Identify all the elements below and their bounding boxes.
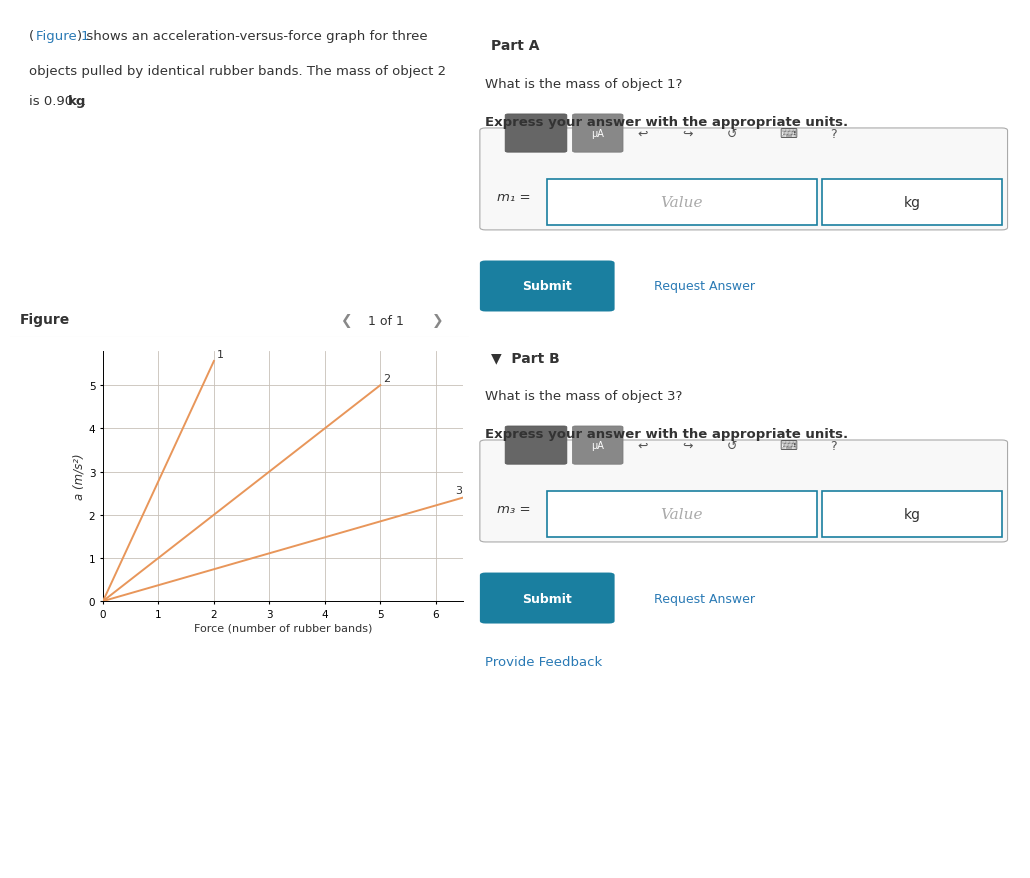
Text: What is the mass of object 1?: What is the mass of object 1? [485, 78, 683, 90]
Text: ↩: ↩ [638, 127, 648, 140]
Text: ?: ? [830, 127, 836, 140]
FancyBboxPatch shape [505, 427, 566, 464]
Text: ❯: ❯ [432, 314, 444, 328]
FancyBboxPatch shape [573, 427, 623, 464]
Text: kg: kg [903, 196, 921, 210]
Text: ↺: ↺ [727, 439, 737, 452]
Text: Figure 1: Figure 1 [35, 31, 89, 43]
Text: .: . [81, 96, 85, 108]
Text: μA: μA [591, 129, 605, 139]
Text: 1: 1 [216, 349, 224, 360]
Text: ↩: ↩ [638, 439, 648, 452]
Text: ) shows an acceleration-versus-force graph for three: ) shows an acceleration-versus-force gra… [77, 31, 427, 43]
Text: μA: μA [591, 441, 605, 450]
Text: kg: kg [903, 507, 921, 522]
Text: ↪: ↪ [682, 439, 693, 452]
Text: Express your answer with the appropriate units.: Express your answer with the appropriate… [485, 428, 849, 441]
Text: is 0.90: is 0.90 [29, 96, 77, 108]
FancyBboxPatch shape [822, 492, 1002, 537]
Text: m₁ =: m₁ = [496, 191, 530, 204]
FancyBboxPatch shape [480, 129, 1007, 231]
FancyBboxPatch shape [480, 441, 1007, 543]
Text: Submit: Submit [522, 280, 572, 293]
Text: What is the mass of object 3?: What is the mass of object 3? [485, 390, 683, 402]
Text: (: ( [29, 31, 34, 43]
FancyBboxPatch shape [505, 115, 566, 153]
Text: kg: kg [68, 96, 85, 108]
Text: ❮: ❮ [340, 314, 352, 328]
Text: Value: Value [660, 196, 703, 210]
FancyBboxPatch shape [480, 572, 615, 623]
Text: 1 of 1: 1 of 1 [368, 314, 404, 327]
Text: ↪: ↪ [682, 127, 693, 140]
FancyBboxPatch shape [573, 115, 623, 153]
FancyBboxPatch shape [547, 492, 817, 537]
Text: objects pulled by identical rubber bands. The mass of object 2: objects pulled by identical rubber bands… [29, 65, 446, 77]
Text: ↺: ↺ [727, 127, 737, 140]
FancyBboxPatch shape [480, 262, 615, 312]
Text: ⌨: ⌨ [780, 439, 797, 452]
FancyBboxPatch shape [547, 180, 817, 226]
Text: 2: 2 [383, 373, 390, 384]
Text: Value: Value [660, 507, 703, 522]
Text: Part A: Part A [491, 40, 540, 53]
FancyBboxPatch shape [822, 180, 1002, 226]
Text: Figure: Figure [20, 313, 70, 327]
Text: m₃ =: m₃ = [496, 503, 530, 515]
Text: ?: ? [830, 439, 836, 452]
Text: Express your answer with the appropriate units.: Express your answer with the appropriate… [485, 116, 849, 129]
Text: Submit: Submit [522, 592, 572, 605]
Text: ⌨: ⌨ [780, 127, 797, 140]
Y-axis label: a (m/s²): a (m/s²) [73, 453, 85, 500]
Text: Provide Feedback: Provide Feedback [485, 656, 603, 668]
Text: 3: 3 [455, 486, 462, 496]
Text: Request Answer: Request Answer [654, 280, 755, 293]
Text: ▼  Part B: ▼ Part B [491, 351, 560, 364]
Text: Request Answer: Request Answer [654, 592, 755, 605]
X-axis label: Force (number of rubber bands): Force (number of rubber bands) [194, 623, 373, 633]
